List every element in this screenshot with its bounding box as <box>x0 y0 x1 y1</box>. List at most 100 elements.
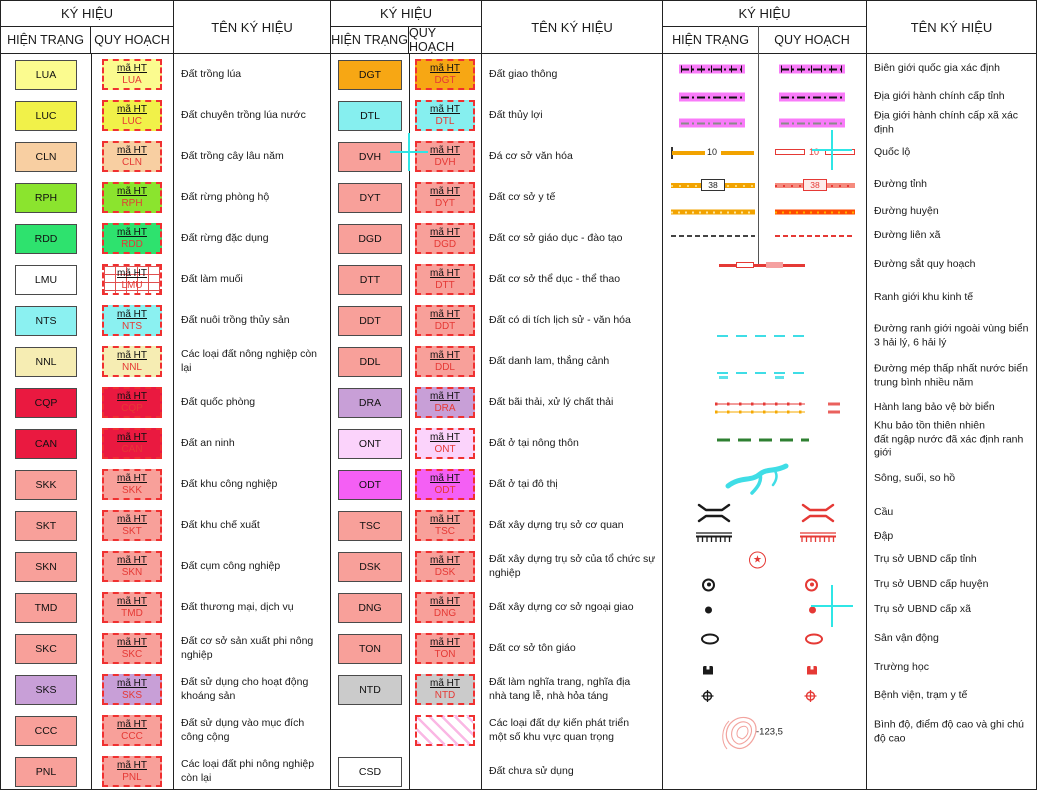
legend-row: Quốc lộ 10 10 <box>663 136 1036 170</box>
sea-boundary-line <box>717 335 809 337</box>
current-status-cell: DNG <box>331 587 409 628</box>
legend-group-urban: KÝ HIỆU HIỆN TRẠNG QUY HOẠCH TÊN KÝ HIỆU… <box>330 0 663 790</box>
road-number-box: 38 <box>803 179 827 191</box>
planning-code-prefix: mã HT <box>117 62 147 74</box>
dam-symbol <box>798 531 838 544</box>
header-hien-trang: HIỆN TRẠNG <box>1 27 91 54</box>
planning-code: TON <box>434 648 456 660</box>
red-dots <box>715 402 805 406</box>
symbol-name: Đất khu công nghiệp <box>181 477 278 490</box>
dash-line <box>681 96 743 98</box>
legend-row: DSK mã HT DSK Đất xây dựng trụ sở của tổ ch… <box>331 546 662 587</box>
road-dots <box>671 211 755 213</box>
current-status-swatch: CCC <box>15 715 77 746</box>
current-status-swatch: DSK <box>338 551 402 582</box>
planning-cell: mã HT LUA <box>91 54 173 95</box>
planning-swatch <box>415 715 475 746</box>
planning-cell: mã HT DGD <box>409 218 481 259</box>
tiny-red-label <box>828 410 840 414</box>
planning-cell: mã HT DTL <box>409 95 481 136</box>
commune-road-planned <box>775 235 855 237</box>
planning-code: LUC <box>121 115 142 127</box>
planning-code-prefix: mã HT <box>117 718 147 730</box>
header-ten-ky-hieu: TÊN KÝ HIỆU <box>481 1 662 54</box>
planning-cell: mã HT TSC <box>409 505 481 546</box>
symbol-name: Đập <box>874 530 894 543</box>
planning-code-prefix: mã HT <box>117 595 147 607</box>
symbol-name: Đất thủy lợi <box>489 108 543 121</box>
planning-swatch: mã HT CCC <box>102 715 162 746</box>
symbol-name: Trường học <box>874 661 929 674</box>
planning-code: NTS <box>122 320 142 332</box>
planning-code: NNL <box>121 361 142 373</box>
legend-row: Đường liên xã <box>663 224 1036 248</box>
current-status-swatch: CSD <box>338 756 402 787</box>
tiny-red-label <box>828 402 840 406</box>
planning-code-prefix: mã HT <box>117 185 147 197</box>
planning-swatch: mã HT LUC <box>102 100 162 131</box>
planning-cell: mã HT RPH <box>91 177 173 218</box>
planning-code-prefix: mã HT <box>117 103 147 115</box>
legend-row: DVH mã HT DVH Đá cơ sở văn hóa <box>331 136 662 177</box>
legend-row: Bệnh viện, trạm y tế <box>663 680 1036 712</box>
ubnd-district-symbol <box>702 578 715 591</box>
legend-row: RDD mã HT RDD Đất rừng đặc dụng <box>1 218 330 259</box>
current-status-cell: NTD <box>331 669 409 710</box>
inner-dot <box>706 582 711 587</box>
crosshair-cursor <box>831 585 833 627</box>
planning-cell: mã HT DTT <box>409 259 481 300</box>
symbol-name: Cầu <box>874 506 894 519</box>
stadium-symbol <box>701 633 719 645</box>
current-status-cell: DDL <box>331 341 409 382</box>
planning-cell: mã HT ODT <box>409 464 481 505</box>
planning-swatch: mã HT NNL <box>102 346 162 377</box>
current-status-swatch: SKN <box>15 551 77 582</box>
symbol-name: Đường liên xã <box>874 229 941 242</box>
symbol-name: Đất thương mại, dịch vụ <box>181 600 294 613</box>
province-road-planned: 38 <box>775 178 855 192</box>
dash-line <box>781 122 843 124</box>
header-quy-hoach: QUY HOẠCH <box>91 27 173 54</box>
planning-code: SKT <box>122 525 142 537</box>
planning-code-prefix: mã HT <box>430 390 460 402</box>
legend-row: DYT mã HT DYT Đất cơ sở y tế <box>331 177 662 218</box>
symbol-name: Khu bảo tồn thiên nhiên đất ngập nước đã… <box>874 419 1024 459</box>
legend-group-agriculture: KÝ HIỆU HIỆN TRẠNG QUY HOẠCH TÊN KÝ HIỆU… <box>0 0 331 790</box>
planning-code: ONT <box>434 443 456 455</box>
current-status-cell: LUC <box>1 95 91 136</box>
planning-code-prefix: mã HT <box>430 472 460 484</box>
legend-row: Ranh giới khu kinh tế <box>663 282 1036 314</box>
current-status-swatch: DTT <box>338 264 402 295</box>
planning-cell <box>409 751 481 792</box>
current-status-swatch: RPH <box>15 182 77 213</box>
planning-swatch: mã HT CQP <box>102 387 162 418</box>
road-segment <box>672 151 705 155</box>
current-status-swatch: LMU <box>15 264 77 295</box>
planning-code-prefix: mã HT <box>117 349 147 361</box>
planning-code: DDT <box>434 320 456 332</box>
planning-code-prefix: mã HT <box>430 144 460 156</box>
symbol-name: Đất làm muối <box>181 272 243 285</box>
planning-swatch: mã HT DVH <box>415 141 475 172</box>
planning-code: CCC <box>121 730 143 742</box>
legend-row: Bình độ, điểm độ cao và ghi chú độ cao -1… <box>663 712 1036 752</box>
current-status-swatch: CLN <box>15 141 77 172</box>
current-status-cell: SKT <box>1 505 91 546</box>
current-status-cell: SKK <box>1 464 91 505</box>
planning-cell: mã HT DDT <box>409 300 481 341</box>
planning-code-prefix: mã HT <box>430 349 460 361</box>
symbol-name: Đất cụm công nghiệp <box>181 559 281 572</box>
planning-code-prefix: mã HT <box>430 62 460 74</box>
planning-swatch: mã HT RPH <box>102 182 162 213</box>
planning-swatch: mã HT RDD <box>102 223 162 254</box>
current-status-swatch: NNL <box>15 346 77 377</box>
legend-row: DNG mã HT DNG Đất xây dựng cơ sở ngoại giao <box>331 587 662 628</box>
planning-code: DRA <box>434 402 456 414</box>
symbol-name: Sông, suối, so hồ <box>874 472 956 485</box>
planning-code-prefix: mã HT <box>117 144 147 156</box>
symbol-name: Các loại đất dự kiến phát triển một số k… <box>489 717 630 743</box>
planning-code-prefix: mã HT <box>430 226 460 238</box>
planning-cell: mã HT DRA <box>409 382 481 423</box>
school-symbol <box>805 663 819 675</box>
planning-code-prefix: mã HT <box>117 636 147 648</box>
